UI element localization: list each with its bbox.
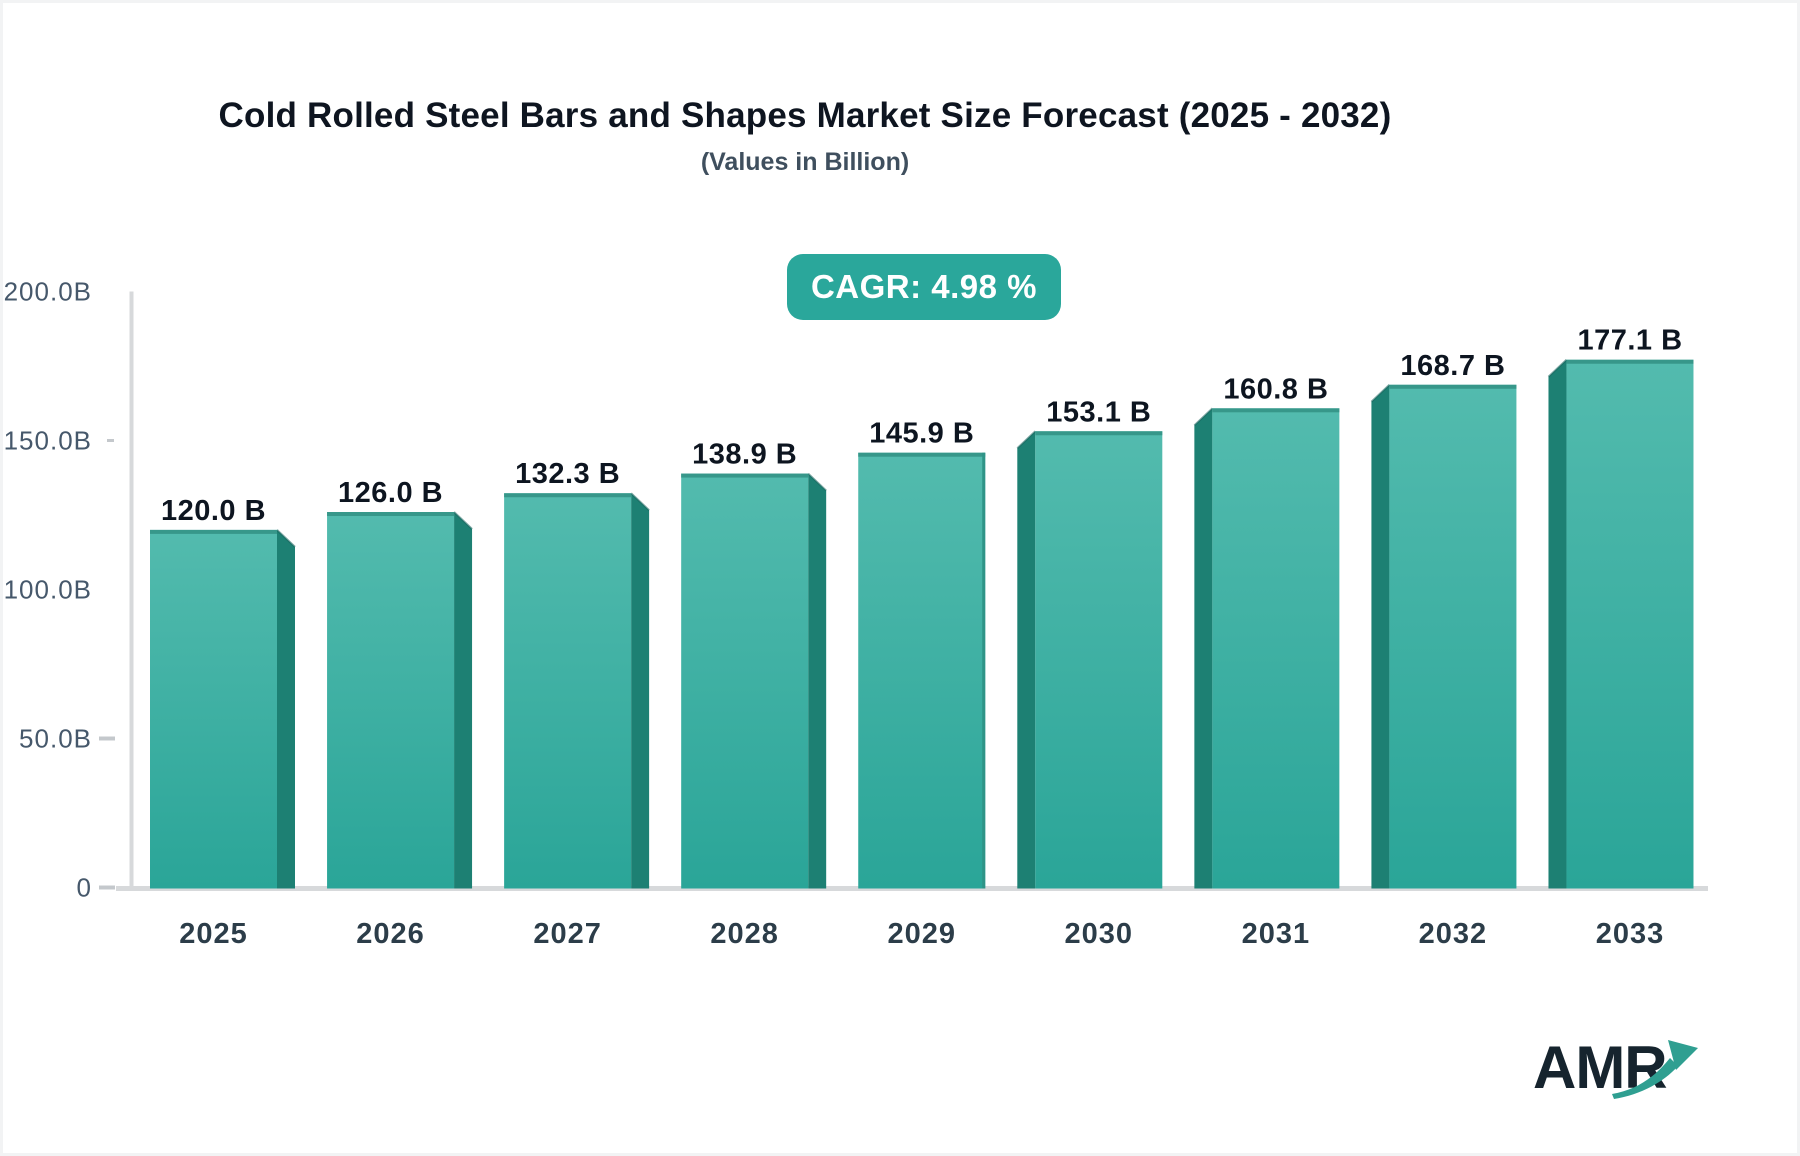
bar-value-label-2032: 168.7 B: [1400, 350, 1505, 382]
bar-bevel-2033: [1547, 359, 1568, 378]
bar-side-2025: [277, 529, 295, 889]
y-axis-label: 150.0B: [4, 426, 92, 456]
bar-value-label-2025: 120.0 B: [161, 495, 266, 527]
x-axis-label-2028: 2028: [710, 918, 779, 950]
bar-top-edge-2030: [1035, 431, 1163, 436]
bar-value-label-2028: 138.9 B: [692, 439, 797, 471]
x-axis-label-2030: 2030: [1065, 918, 1134, 950]
bar-2026: [327, 512, 455, 889]
x-axis-label-2029: 2029: [887, 918, 956, 950]
bar-bevel-2025: [276, 529, 296, 548]
bar-2028: [681, 473, 809, 889]
bar-top-edge-2025: [150, 529, 277, 534]
bar-top-edge-2031: [1212, 408, 1340, 413]
x-axis-label-2026: 2026: [356, 918, 425, 950]
bar-value-label-2030: 153.1 B: [1046, 396, 1151, 428]
cagr-badge: CAGR: 4.98 %: [787, 254, 1061, 320]
bar-top-edge-2028: [681, 473, 809, 478]
bar-side-2031: [1194, 408, 1213, 889]
bar-2025: [150, 529, 277, 889]
x-axis-label-2032: 2032: [1419, 918, 1488, 950]
bar-side-2027: [631, 493, 650, 889]
y-axis-label: 200.0B: [4, 277, 92, 307]
y-axis-label: 0: [77, 873, 92, 903]
bar-bevel-2032: [1370, 384, 1391, 403]
bar-value-label-2031: 160.8 B: [1223, 373, 1328, 405]
x-axis-label-2025: 2025: [179, 918, 248, 950]
bar-bevel-2028: [807, 472, 827, 492]
bar-side-2033: [1548, 359, 1567, 889]
y-axis-label: 50.0B: [19, 724, 92, 754]
bar-value-label-2026: 126.0 B: [338, 477, 443, 509]
bar-top-edge-2027: [504, 493, 632, 498]
bar-top-edge-2029: [858, 452, 986, 457]
bar-top-edge-2033: [1566, 359, 1694, 364]
amr-logo: AMR: [1533, 1036, 1753, 1108]
bar-value-label-2027: 132.3 B: [515, 458, 620, 490]
bar-2032: [1389, 384, 1517, 889]
bar-bevel-2027: [630, 492, 650, 511]
bar-side-2026: [454, 512, 473, 889]
bar-top-edge-2026: [327, 512, 455, 517]
x-axis-label-2031: 2031: [1242, 918, 1311, 950]
bar-bevel-2031: [1193, 407, 1214, 427]
page-subtitle: (Values in Billion): [700, 148, 910, 176]
x-axis-label-2033: 2033: [1596, 918, 1665, 950]
x-axis-label-2027: 2027: [533, 918, 602, 950]
y-axis-label: 100.0B: [4, 575, 92, 605]
bar-2031: [1212, 408, 1340, 889]
bar-side-2028: [808, 473, 827, 889]
page-title: Cold Rolled Steel Bars and Shapes Market…: [218, 96, 1392, 135]
bar-top-edge-2032: [1389, 384, 1517, 389]
bar-2033: [1566, 359, 1694, 889]
growth-trend-arrow-icon: [1612, 1040, 1698, 1099]
bar-bevel-2030: [1016, 430, 1036, 449]
bar-2030: [1035, 431, 1163, 889]
bar-bevel-2026: [453, 511, 473, 530]
bar-value-label-2029: 145.9 B: [869, 418, 974, 450]
bar-side-2030: [1017, 431, 1036, 889]
bar-right-edge-2029: [982, 452, 986, 889]
bar-2029: [858, 452, 986, 889]
bar-2027: [504, 493, 632, 889]
bar-side-2032: [1371, 384, 1390, 889]
bar-value-label-2033: 177.1 B: [1577, 325, 1682, 357]
